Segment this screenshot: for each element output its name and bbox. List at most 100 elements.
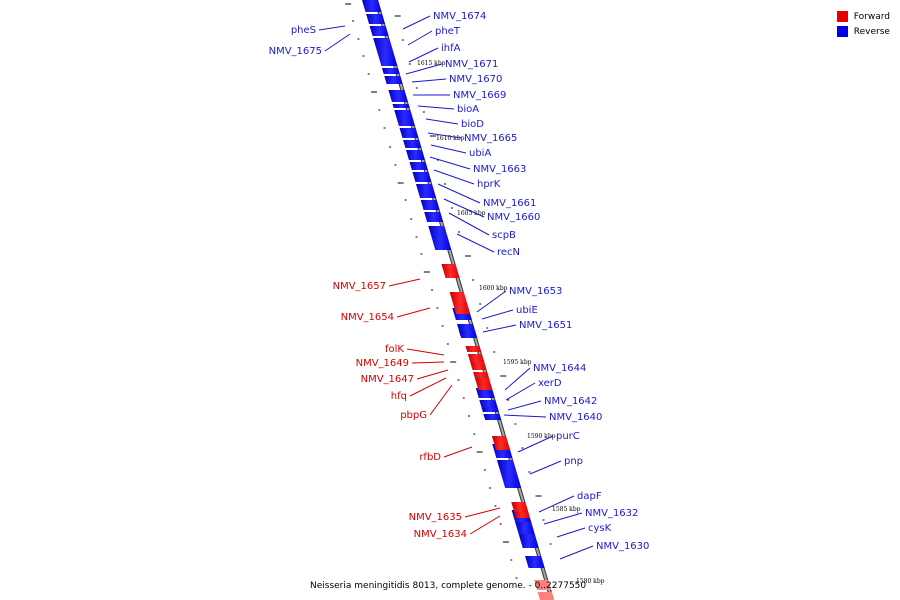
gene-block[interactable] — [518, 534, 539, 548]
legend-forward[interactable]: Forward — [836, 9, 890, 24]
gene-block[interactable] — [366, 14, 386, 24]
forward-gene-label[interactable]: NMV_1634 — [414, 529, 467, 540]
reverse-gene-label[interactable]: NMV_1671 — [445, 59, 498, 70]
gene-block[interactable] — [399, 128, 419, 138]
gene-block[interactable] — [515, 522, 535, 534]
gene-block[interactable] — [420, 200, 440, 210]
gene-block[interactable] — [362, 0, 382, 12]
reverse-gene-label[interactable]: NMV_1651 — [519, 320, 572, 331]
gene-block[interactable] — [525, 556, 545, 568]
reverse-gene-label[interactable]: ubiE — [516, 305, 538, 316]
reverse-gene-label[interactable]: NMV_1661 — [483, 198, 536, 209]
leader-line — [504, 367, 531, 391]
gene-block[interactable] — [496, 460, 522, 488]
gene-block[interactable] — [384, 76, 403, 84]
leader-line — [429, 384, 453, 416]
gene-block[interactable] — [479, 400, 498, 408]
gene-block[interactable] — [474, 378, 493, 390]
reverse-gene-label[interactable]: NMV_1675 — [269, 46, 322, 57]
gene-block[interactable] — [481, 408, 499, 412]
reverse-gene-label[interactable]: NMV_1642 — [544, 396, 597, 407]
reverse-gene-label[interactable]: scpB — [492, 230, 516, 241]
gene-block[interactable] — [473, 372, 489, 378]
gene-block[interactable] — [458, 330, 478, 338]
gene-block[interactable] — [534, 580, 552, 590]
forward-gene-label[interactable]: pbpG — [400, 410, 427, 421]
reverse-gene-label[interactable]: NMV_1669 — [453, 90, 506, 101]
reverse-gene-label[interactable]: purC — [556, 431, 580, 442]
gene-block[interactable] — [537, 592, 554, 600]
gene-block[interactable] — [475, 388, 495, 398]
leader-line — [427, 132, 462, 139]
gene-block[interactable] — [514, 512, 530, 518]
reverse-gene-label[interactable]: bioD — [461, 119, 484, 130]
reverse-gene-label[interactable]: NMV_1644 — [533, 363, 586, 374]
leader-line — [407, 30, 433, 46]
gene-labels: NMV_1674 pheT ihfA NMV_1671 NMV_1670 NMV_1669… — [269, 11, 650, 552]
gene-block[interactable] — [409, 162, 428, 170]
gene-block[interactable] — [403, 140, 422, 148]
label-leaders — [318, 15, 594, 560]
gene-block[interactable] — [470, 362, 487, 370]
legend-reverse[interactable]: Reverse — [836, 24, 890, 39]
forward-gene-label[interactable]: hfq — [391, 391, 407, 402]
forward-gene-label[interactable]: NMV_1649 — [356, 358, 409, 369]
leader-line — [411, 361, 445, 364]
forward-gene-label[interactable]: NMV_1654 — [341, 312, 394, 323]
reverse-gene-label[interactable]: dapF — [577, 491, 602, 502]
gene-block[interactable] — [412, 172, 432, 182]
reverse-gene-label[interactable]: NMV_1640 — [549, 412, 602, 423]
gene-block[interactable] — [424, 212, 444, 222]
leader-line — [437, 183, 481, 204]
gene-block[interactable] — [394, 110, 415, 126]
leader-line — [464, 507, 501, 518]
reverse-gene-label[interactable]: bioA — [457, 104, 479, 115]
reverse-gene-label[interactable]: recN — [497, 247, 520, 258]
reverse-gene-label[interactable]: NMV_1630 — [596, 541, 649, 552]
gene-block[interactable] — [392, 104, 410, 108]
gene-block[interactable] — [449, 292, 471, 314]
reverse-gene-label[interactable]: NMV_1674 — [433, 11, 486, 22]
gene-block[interactable] — [373, 38, 398, 66]
leader-line — [409, 377, 447, 397]
reverse-gene-label[interactable]: NMV_1653 — [509, 286, 562, 297]
leader-line — [406, 348, 445, 356]
reverse-gene-label[interactable]: NMV_1663 — [473, 164, 526, 175]
reverse-gene-label[interactable]: xerD — [538, 378, 562, 389]
leader-line — [402, 15, 431, 30]
reverse-gene-label[interactable]: pnp — [564, 456, 583, 467]
reverse-gene-label[interactable]: NMV_1660 — [487, 212, 540, 223]
reverse-gene-label[interactable]: ihfA — [441, 43, 461, 54]
reverse-gene-label[interactable]: pheS — [291, 25, 316, 36]
reverse-gene-label[interactable]: NMV_1670 — [449, 74, 502, 85]
gene-block[interactable] — [511, 502, 529, 514]
reverse-gene-label[interactable]: NMV_1632 — [585, 508, 638, 519]
leader-line — [388, 278, 421, 287]
gene-block[interactable] — [415, 184, 437, 198]
forward-swatch — [836, 11, 848, 22]
gene-block[interactable] — [369, 26, 389, 36]
gene-block[interactable] — [491, 436, 510, 450]
gene-block[interactable] — [467, 354, 485, 362]
reverse-gene-label[interactable]: hprK — [477, 179, 501, 190]
forward-gene-label[interactable]: folK — [385, 344, 404, 355]
forward-gene-label[interactable]: rfbD — [419, 452, 441, 463]
gene-block[interactable] — [406, 150, 425, 160]
gene-block[interactable] — [428, 226, 452, 250]
reverse-swatch — [836, 26, 848, 37]
reverse-gene-label[interactable]: ubiA — [469, 148, 491, 159]
forward-gene-label[interactable]: NMV_1647 — [361, 374, 414, 385]
gene-block[interactable] — [483, 414, 502, 420]
forward-gene-label[interactable]: NMV_1657 — [333, 281, 386, 292]
reverse-gene-label[interactable]: NMV_1665 — [464, 133, 517, 144]
gene-block[interactable] — [465, 346, 482, 352]
reverse-gene-label[interactable]: pheT — [435, 26, 461, 37]
leader-line — [408, 47, 439, 63]
gene-block[interactable] — [381, 68, 400, 74]
reverse-gene-label[interactable]: cysK — [588, 523, 612, 534]
gene-block[interactable] — [388, 90, 408, 102]
forward-gene-label[interactable]: NMV_1635 — [409, 512, 462, 523]
genome-caption: Neisseria meningitidis 8013, complete ge… — [310, 581, 586, 591]
gene-block[interactable] — [441, 264, 460, 278]
kbp-mark: 1605 kbp — [457, 210, 486, 217]
